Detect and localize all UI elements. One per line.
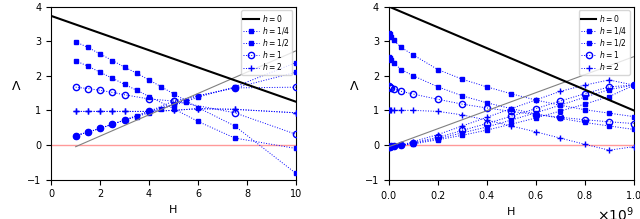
X-axis label: H: H [170,205,178,215]
Y-axis label: Λ: Λ [349,80,358,93]
Y-axis label: Λ: Λ [12,80,20,93]
Legend: $h = 0$, $h = 1/4$, $h = 1/2$, $h = 1$, $h = 2$: $h = 0$, $h = 1/4$, $h = 1/2$, $h = 1$, … [241,10,292,74]
X-axis label: H: H [507,207,515,217]
Legend: $h = 0$, $h = 1/4$, $h = 1/2$, $h = 1$, $h = 2$: $h = 0$, $h = 1/4$, $h = 1/2$, $h = 1$, … [579,10,630,74]
